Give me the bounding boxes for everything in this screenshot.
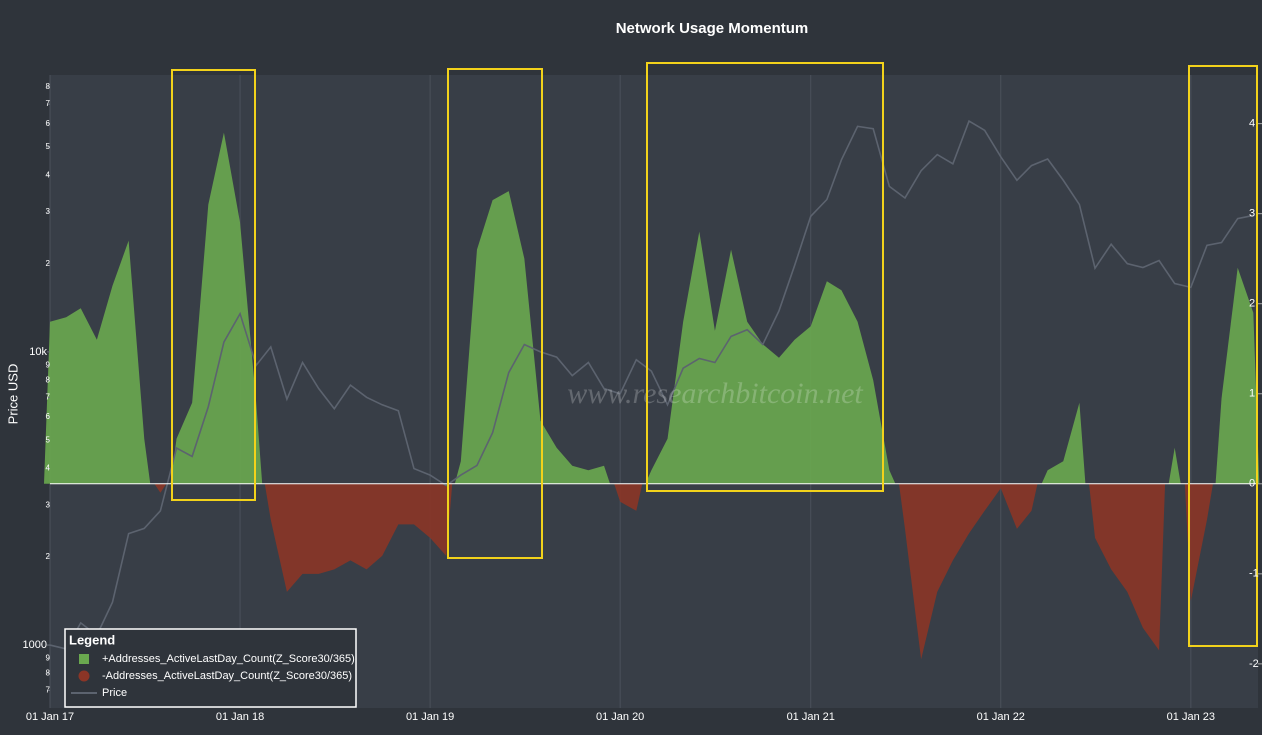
legend-marker [79, 654, 89, 664]
area [645, 231, 896, 484]
area [898, 483, 1038, 660]
area [454, 191, 611, 484]
y-tick-label: 8 [46, 375, 51, 384]
y2-tick-label: 0 [1249, 478, 1255, 490]
x-tick-label: 01 Jan 21 [787, 711, 835, 723]
y2-tick-label: 3 [1249, 208, 1255, 220]
highlight-box [171, 69, 256, 501]
legend-title: Legend [69, 632, 115, 647]
legend-marker [78, 670, 90, 682]
highlight-box [447, 68, 543, 559]
x-tick-label: 01 Jan 17 [26, 711, 74, 723]
highlight-box [1188, 65, 1258, 647]
legend-label: -Addresses_ActiveLastDay_Count(Z_Score30… [102, 670, 352, 682]
y2-tick-label: 2 [1249, 298, 1255, 310]
legend-label: Price [102, 687, 127, 699]
area [264, 483, 453, 592]
y-tick-label: 9 [46, 360, 51, 369]
area [614, 483, 643, 511]
y2-tick-label: -1 [1249, 568, 1259, 580]
x-tick-label: 01 Jan 20 [596, 711, 644, 723]
y-tick-label: 6 [46, 412, 51, 421]
y-tick-label: 2 [46, 552, 51, 561]
y-tick-label: 8 [46, 669, 51, 678]
y-tick-label: 7 [46, 392, 51, 401]
y-tick-label: 5 [46, 142, 51, 151]
x-tick-label: 01 Jan 19 [406, 711, 454, 723]
x-tick-label: 01 Jan 18 [216, 711, 264, 723]
y-tick-label: 9 [46, 654, 51, 663]
chart-title: Network Usage Momentum [616, 20, 809, 37]
y-tick-label: 4 [46, 170, 51, 179]
y-tick-label: 1000 [23, 639, 47, 651]
price-line [49, 119, 1254, 650]
area [1168, 447, 1181, 484]
y-tick-label: 6 [46, 119, 51, 128]
y-tick-label: 3 [46, 207, 51, 216]
x-tick-label: 01 Jan 23 [1167, 711, 1215, 723]
x-tick-label: 01 Jan 22 [977, 711, 1025, 723]
y-tick-label: 7 [46, 686, 51, 695]
area [154, 483, 167, 493]
highlight-box [646, 62, 884, 492]
y2-tick-label: -2 [1249, 658, 1259, 670]
area [44, 240, 151, 484]
y-tick-label: 2 [46, 259, 51, 268]
watermark: www.researchbitcoin.net [567, 377, 863, 410]
y-axis-label: Price USD [5, 364, 20, 425]
y-tick-label: 10k [29, 346, 47, 358]
y2-tick-label: 1 [1249, 388, 1255, 400]
area [170, 132, 263, 484]
y-tick-label: 5 [46, 435, 51, 444]
legend-label: +Addresses_ActiveLastDay_Count(Z_Score30… [102, 653, 355, 665]
area [1184, 483, 1213, 601]
y-tick-label: 4 [46, 464, 51, 473]
y-tick-label: 7 [46, 99, 51, 108]
area [1089, 483, 1166, 651]
y2-tick-label: 4 [1249, 118, 1255, 130]
y-tick-label: 3 [46, 500, 51, 509]
area [1215, 267, 1260, 484]
legend-box [64, 628, 357, 708]
area [1041, 402, 1086, 484]
y-tick-label: 8 [46, 82, 51, 91]
